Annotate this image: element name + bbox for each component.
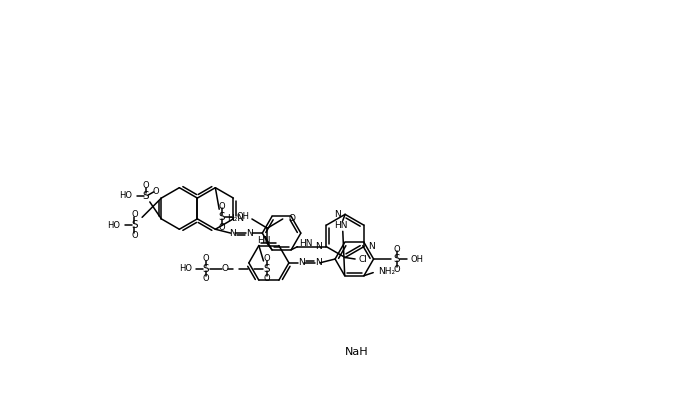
Text: N: N [315, 258, 321, 267]
Text: HO: HO [179, 264, 192, 273]
Text: NaH: NaH [345, 348, 369, 357]
Text: O: O [203, 274, 209, 283]
Text: S: S [263, 264, 270, 274]
Text: HN: HN [335, 221, 348, 230]
Text: N: N [298, 258, 305, 267]
Text: O: O [218, 223, 225, 232]
Text: N: N [229, 229, 236, 238]
Text: HN: HN [299, 239, 312, 248]
Text: S: S [218, 212, 225, 222]
Text: N: N [246, 229, 253, 238]
Text: OH: OH [237, 212, 250, 221]
Text: S: S [393, 254, 400, 264]
Text: O: O [143, 181, 149, 190]
Text: O: O [153, 187, 159, 196]
Text: O: O [288, 214, 295, 223]
Text: S: S [131, 220, 137, 230]
Text: NH₂: NH₂ [378, 267, 395, 276]
Text: N: N [334, 210, 341, 219]
Text: O: O [263, 274, 270, 283]
Text: HN: HN [257, 236, 271, 245]
Text: O: O [221, 264, 228, 273]
Text: O: O [263, 254, 270, 263]
Text: O: O [393, 265, 400, 274]
Text: O: O [393, 245, 400, 254]
Text: Cl: Cl [359, 255, 368, 264]
Text: OH: OH [411, 254, 423, 263]
Text: HO: HO [119, 191, 132, 200]
Text: O: O [131, 231, 137, 240]
Text: N: N [369, 242, 375, 251]
Text: N: N [315, 242, 322, 251]
Text: O: O [203, 254, 209, 263]
Text: O: O [131, 210, 137, 219]
Text: S: S [203, 264, 209, 274]
Text: O: O [218, 202, 225, 211]
Text: HO: HO [108, 220, 121, 229]
Text: S: S [143, 191, 149, 201]
Text: H₂N: H₂N [227, 214, 244, 223]
